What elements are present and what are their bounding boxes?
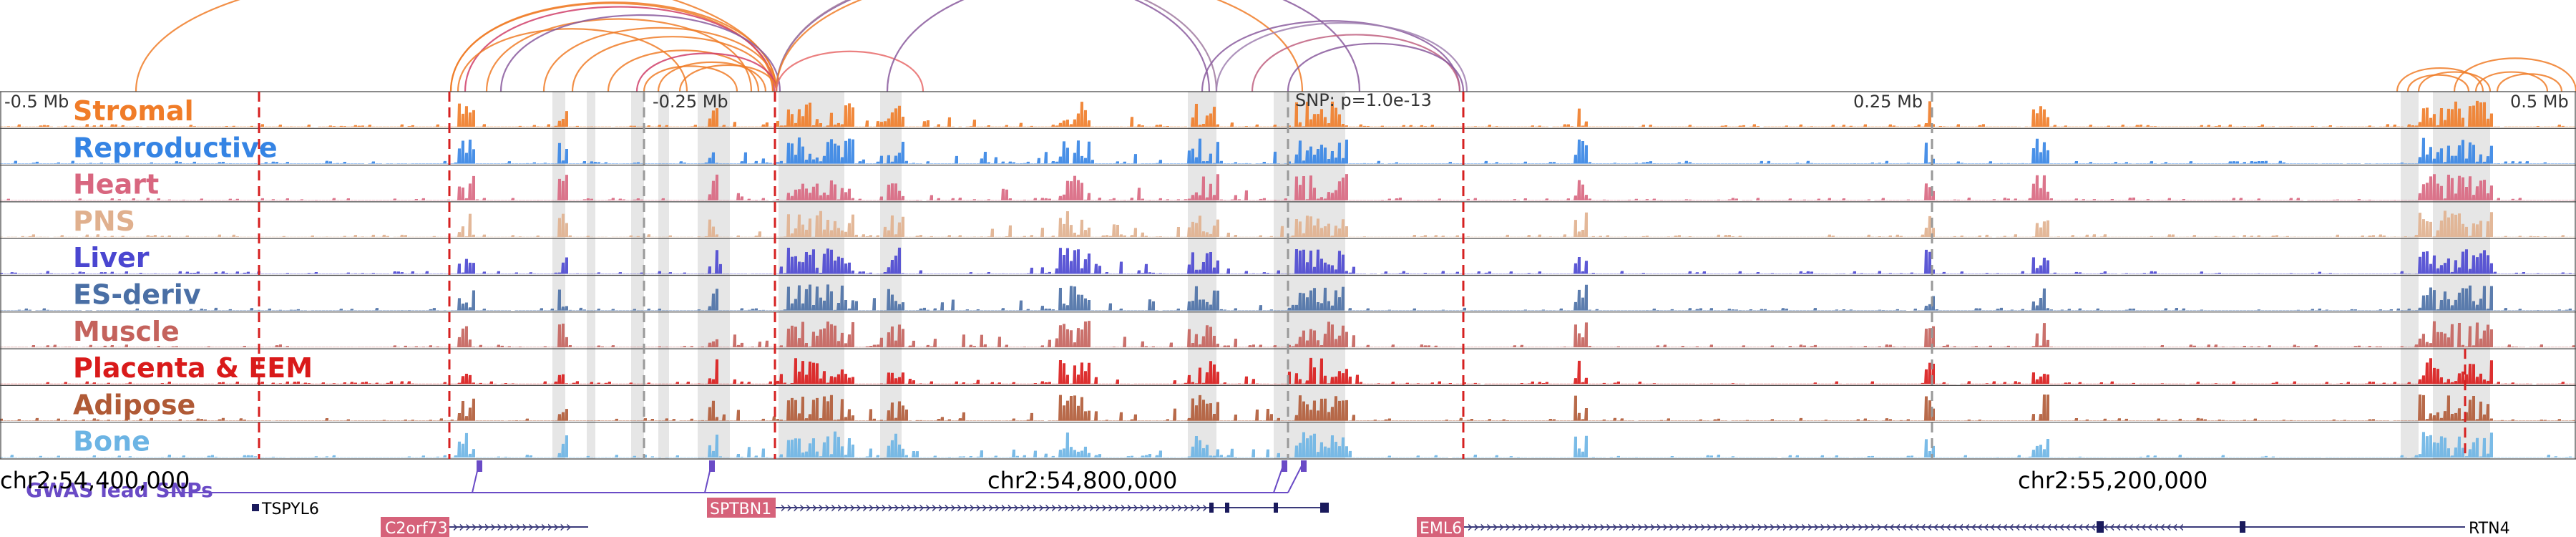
coordinate-right: chr2:55,200,000	[2018, 467, 2207, 494]
svg-text:››››››››››››››››››››››››››››››: ››››››››››››››››››››››››››››››››››››››››…	[780, 499, 1214, 517]
gene-eml6-highlight	[1417, 517, 1464, 537]
distance-label-left-mid: -0.25 Mb	[653, 92, 728, 112]
track-label-7: Placenta & EEM	[73, 352, 313, 384]
svg-text:››››››››››››››››››››››››››››››: ››››››››››››››››››››››››››››››››››››››››…	[1467, 518, 2185, 536]
track-label-4: Liver	[73, 242, 150, 274]
coordinate-left: chr2:54,400,000	[0, 467, 190, 494]
track-label-5: ES-deriv	[73, 279, 201, 311]
interaction-arcs	[135, 0, 2576, 92]
gene-track: TSPYL6 C2orf73 ››››››››››››››››››› SPTBN…	[252, 498, 2510, 537]
track-label-1: Reproductive	[73, 132, 278, 163]
position-markers	[258, 92, 2467, 459]
svg-text:›››››››››››››››››››: ›››››››››››››››››››	[452, 518, 572, 536]
track-label-6: Muscle	[73, 316, 180, 347]
gene-sptbn1: SPTBN1	[710, 500, 771, 518]
track-label-9: Bone	[73, 426, 150, 458]
track-label-2: Heart	[73, 169, 159, 200]
track-label-0: Stromal	[73, 95, 194, 127]
distance-label-snp: SNP: p=1.0e-13	[1295, 90, 1432, 110]
gene-c2orf73: C2orf73	[385, 520, 448, 537]
coordinate-mid: chr2:54,800,000	[987, 467, 1177, 494]
distance-label-left: -0.5 Mb	[4, 92, 69, 112]
track-labels: Stromal Reproductive Heart PNS Liver ES-deriv…	[73, 95, 313, 458]
gene-c2orf73-highlight	[381, 517, 449, 537]
distance-label-right: 0.5 Mb	[2510, 92, 2569, 112]
gwas-track: GWAS lead SNPs	[26, 460, 1307, 502]
gene-sptbn1-highlight	[707, 498, 776, 518]
track-label-3: PNS	[73, 205, 135, 237]
gwas-track-label: GWAS lead SNPs	[26, 478, 213, 502]
gene-eml6: EML6	[1420, 520, 1462, 537]
distance-label-right-mid: 0.25 Mb	[1853, 92, 1923, 112]
track-label-8: Adipose	[73, 389, 195, 420]
gene-rtn4: RTN4	[2469, 520, 2510, 537]
gene-tspyl6: TSPYL6	[261, 500, 319, 518]
